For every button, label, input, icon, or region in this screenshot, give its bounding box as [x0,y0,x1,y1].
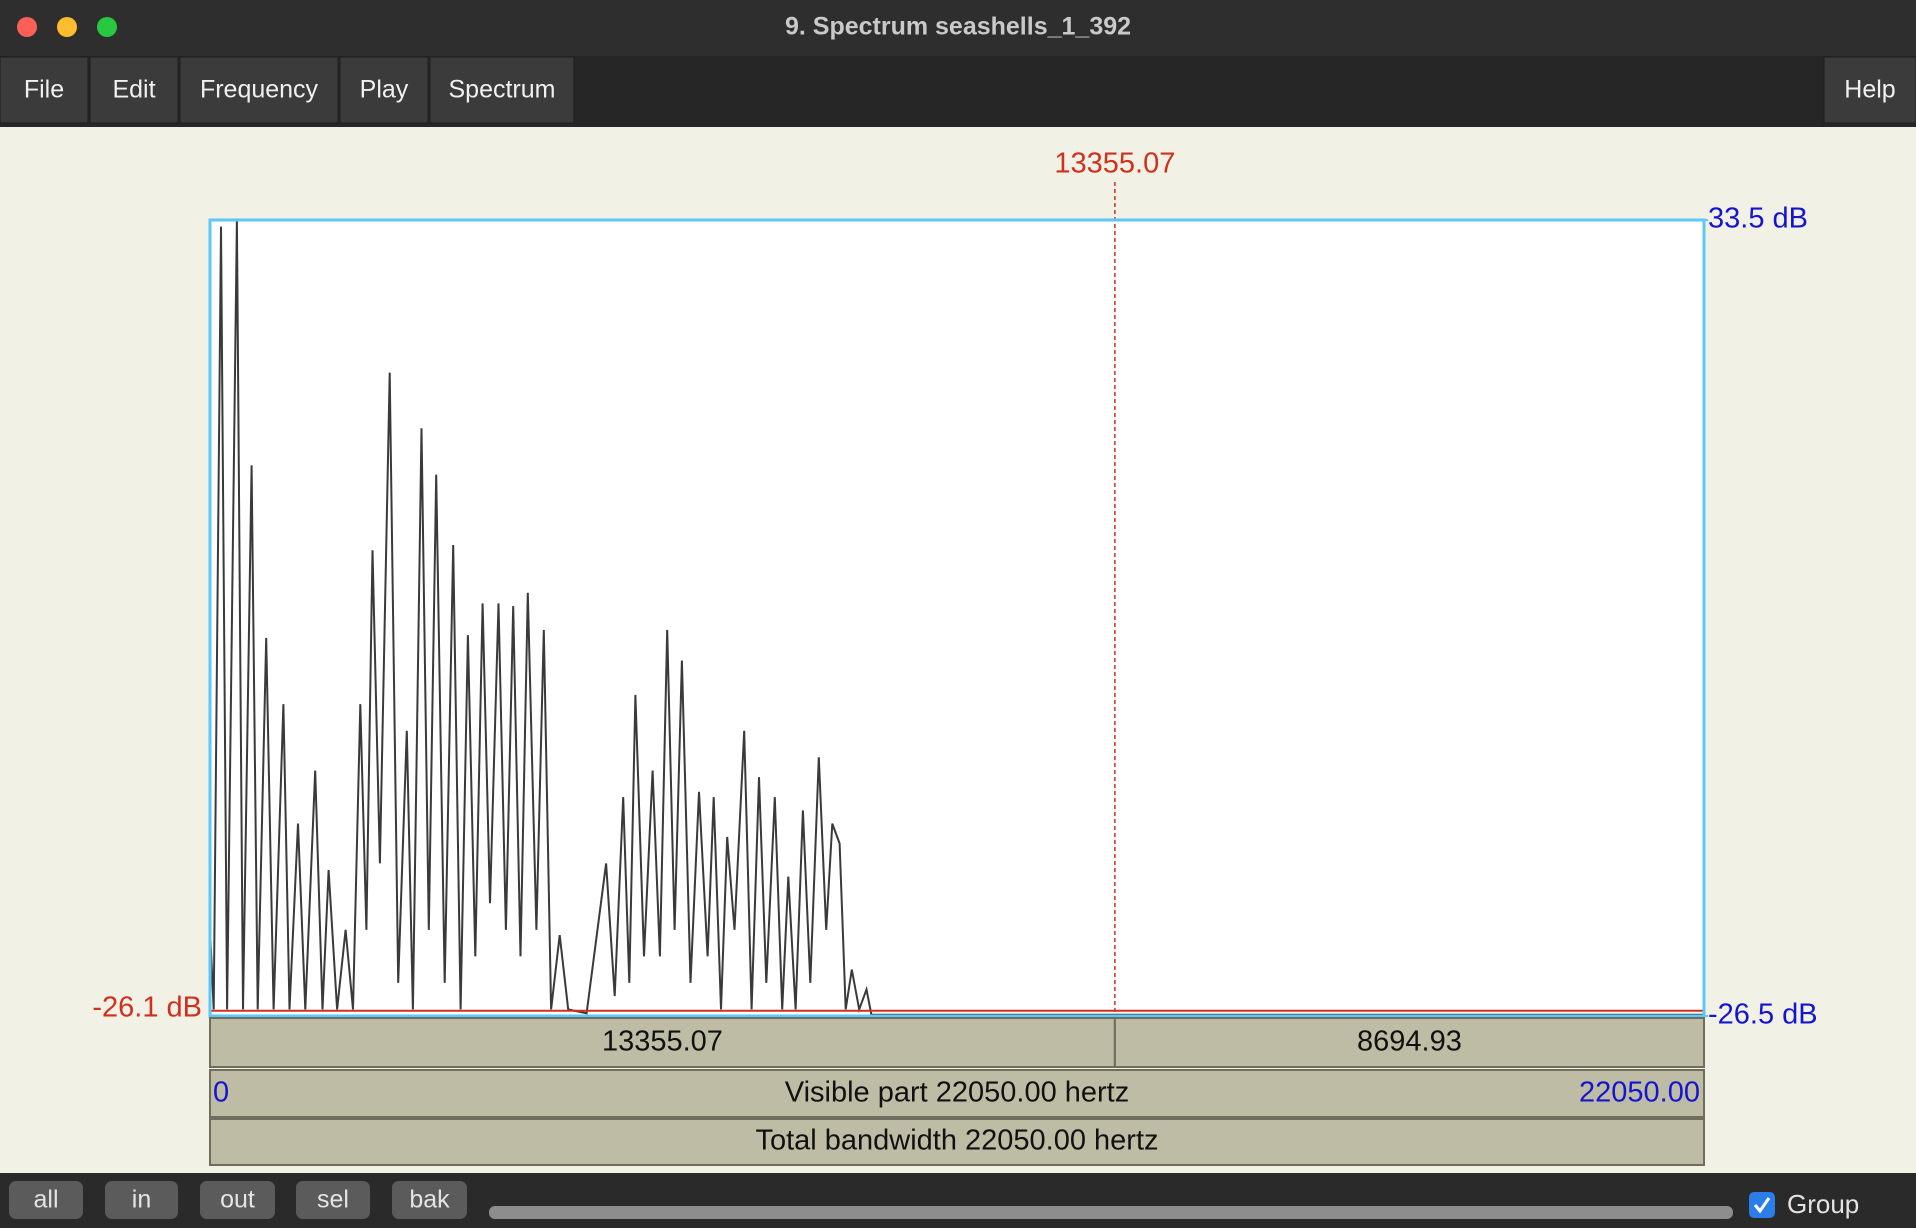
zoom-button-label: sel [317,1186,349,1214]
close-button[interactable] [17,17,37,37]
zoom-button-label: out [220,1186,255,1214]
menu-label: Help [1844,76,1895,104]
zoom-button[interactable] [200,1181,275,1219]
zoom-button[interactable] [296,1181,370,1219]
menu-label: Play [360,76,409,104]
check-mark [1753,1197,1771,1214]
visible-part-bar[interactable] [209,1069,1705,1118]
segment-label: 8694.93 [1357,1026,1462,1058]
zoom-button-label: in [132,1186,151,1214]
total-bandwidth-bar[interactable] [209,1118,1705,1166]
menu-button[interactable] [179,56,339,124]
zoom-button[interactable] [105,1181,178,1219]
menu-button[interactable] [429,56,575,124]
x-tick-label: 0 [213,1077,229,1109]
zoom-button[interactable] [97,17,117,37]
menu-label: File [24,76,64,104]
spectrum-line [209,219,1704,1016]
cursor-value-label: -26.1 dB [92,991,202,1023]
cursor-label: 13355.07 [1054,148,1175,180]
scrollbar[interactable] [489,1206,1733,1219]
y-tick-label: -26.5 dB [1708,999,1818,1031]
menu-button[interactable] [339,56,429,124]
visible-part-label: Visible part 22050.00 hertz [785,1077,1129,1109]
menu-label: Frequency [200,76,319,104]
x-tick-label: 22050.00 [1579,1077,1700,1109]
zoom-button[interactable] [9,1181,83,1219]
segment-label: 13355.07 [602,1026,723,1058]
menu-label: Edit [112,76,155,104]
bottom-bar [0,1173,1916,1228]
group-label: Group [1787,1189,1859,1219]
zoom-button-label: all [33,1186,58,1214]
total-bandwidth-label: Total bandwidth 22050.00 hertz [755,1125,1158,1157]
group-checkbox[interactable] [1749,1192,1775,1218]
segment-bar[interactable] [1113,1017,1705,1068]
plot-frame [208,218,1706,1018]
menu-button[interactable] [0,56,89,124]
zoom-button-label: bak [409,1186,450,1214]
y-tick-label: 33.5 dB [1708,203,1808,235]
menu-button[interactable] [89,56,179,124]
zoom-button[interactable] [392,1181,467,1219]
minimize-button[interactable] [57,17,77,37]
menu-label: Spectrum [449,76,556,104]
menu-button[interactable] [1823,56,1916,124]
window-title: 9. Spectrum seashells_1_392 [785,13,1131,41]
title-bar [0,0,1916,56]
